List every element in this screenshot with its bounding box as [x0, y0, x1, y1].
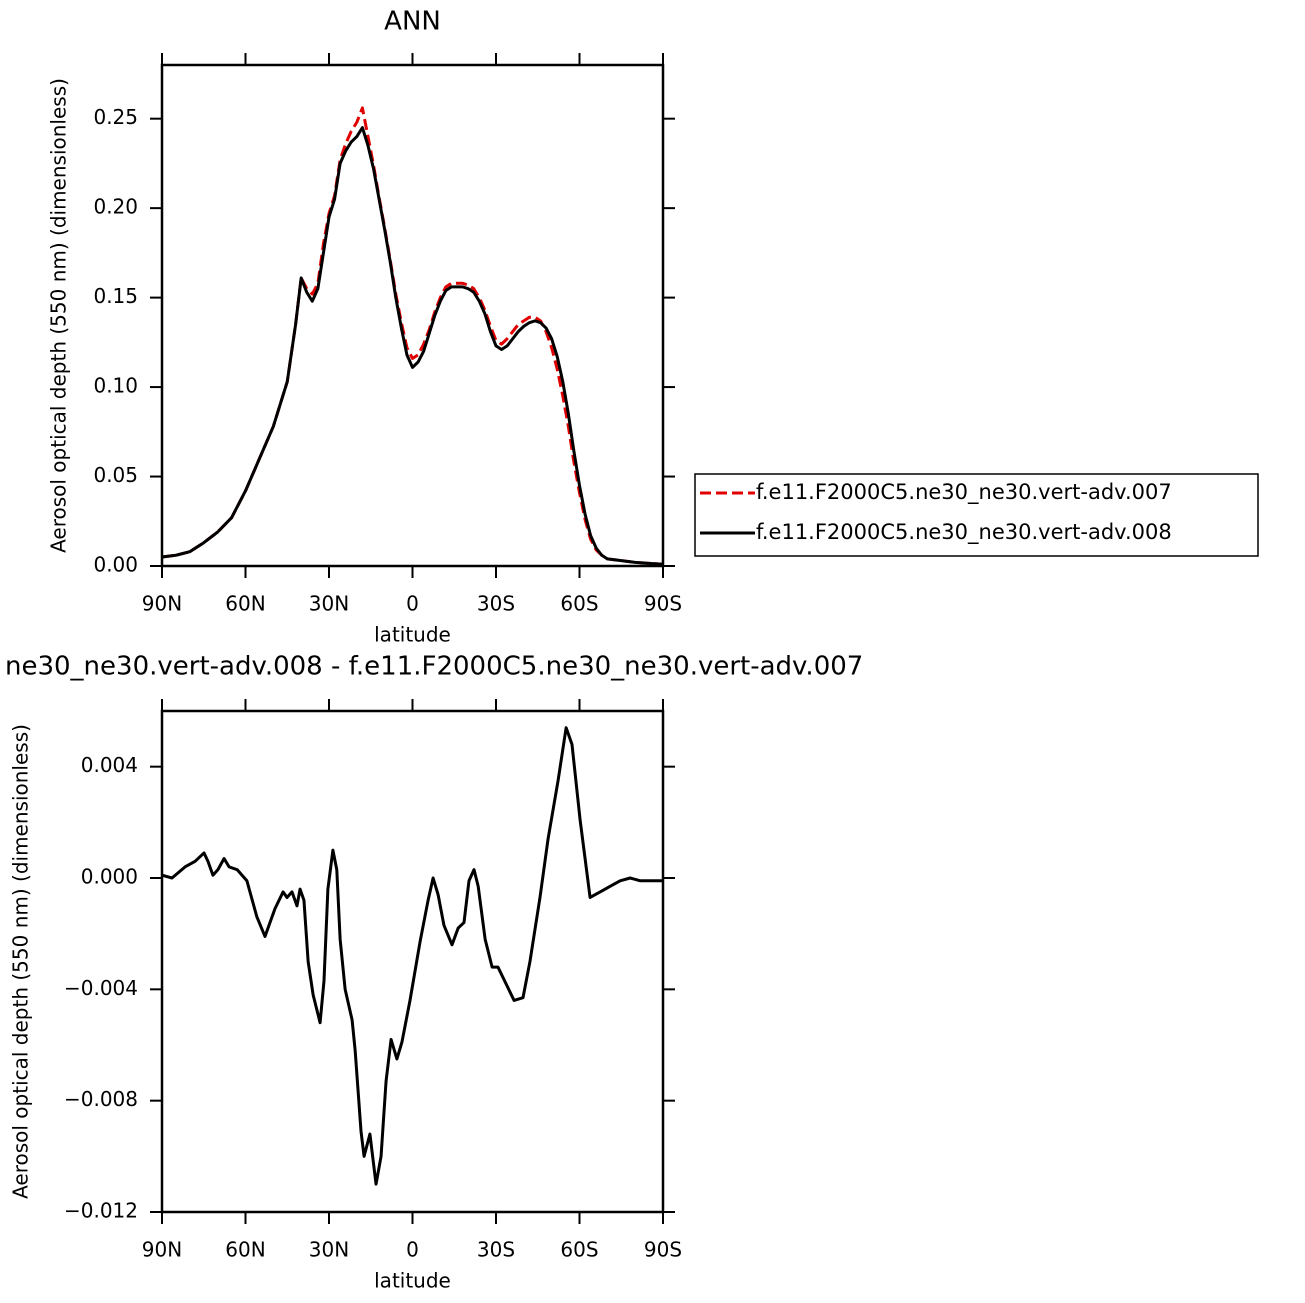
data-line: [161, 106, 664, 566]
x-tick-label: 60N: [225, 592, 265, 616]
x-axis-label: latitude: [374, 623, 451, 647]
x-tick-label: 30N: [309, 1238, 349, 1262]
x-tick-label: 0: [406, 1238, 419, 1262]
y-tick-label: −0.004: [64, 976, 138, 1000]
y-tick-label: 0.05: [93, 463, 138, 487]
y-axis-label: Aerosol optical depth (550 nm) (dimensio…: [9, 724, 33, 1199]
y-tick-label: −0.012: [64, 1199, 138, 1223]
plot-frame: [160, 63, 665, 568]
chart-title: ANN: [384, 7, 441, 37]
y-tick-label: 0.20: [93, 195, 138, 219]
x-tick-label: 90N: [142, 592, 182, 616]
data-line: [161, 726, 663, 1186]
x-tick-label: 30S: [477, 1238, 515, 1262]
x-tick-label: 30N: [309, 592, 349, 616]
legend-label: f.e11.F2000C5.ne30_ne30.vert-adv.008: [756, 520, 1172, 545]
x-tick-label: 30S: [477, 592, 515, 616]
x-tick-label: 0: [406, 592, 419, 616]
x-axis-label: latitude: [374, 1269, 451, 1293]
y-tick-label: 0.000: [81, 865, 138, 889]
x-tick-label: 60S: [560, 592, 598, 616]
legend-label: f.e11.F2000C5.ne30_ne30.vert-adv.007: [756, 480, 1172, 505]
x-tick-label: 60S: [560, 1238, 598, 1262]
y-tick-label: −0.008: [64, 1087, 138, 1111]
plot-frame: [160, 709, 665, 1214]
x-tick-label: 60N: [225, 1238, 265, 1262]
x-tick-label: 90S: [644, 592, 682, 616]
chart-title: ne30_ne30.vert-adv.008 - f.e11.F2000C5.n…: [5, 652, 863, 682]
y-tick-label: 0.10: [93, 374, 138, 398]
x-tick-label: 90S: [644, 1238, 682, 1262]
y-axis-label: Aerosol optical depth (550 nm) (dimensio…: [47, 78, 71, 553]
y-tick-label: 0.15: [93, 284, 138, 308]
y-tick-label: 0.25: [93, 105, 138, 129]
legend-box: [694, 473, 1259, 557]
y-tick-label: 0.004: [81, 753, 138, 777]
y-tick-label: 0.00: [93, 553, 138, 577]
x-tick-label: 90N: [142, 1238, 182, 1262]
data-line: [161, 126, 664, 566]
